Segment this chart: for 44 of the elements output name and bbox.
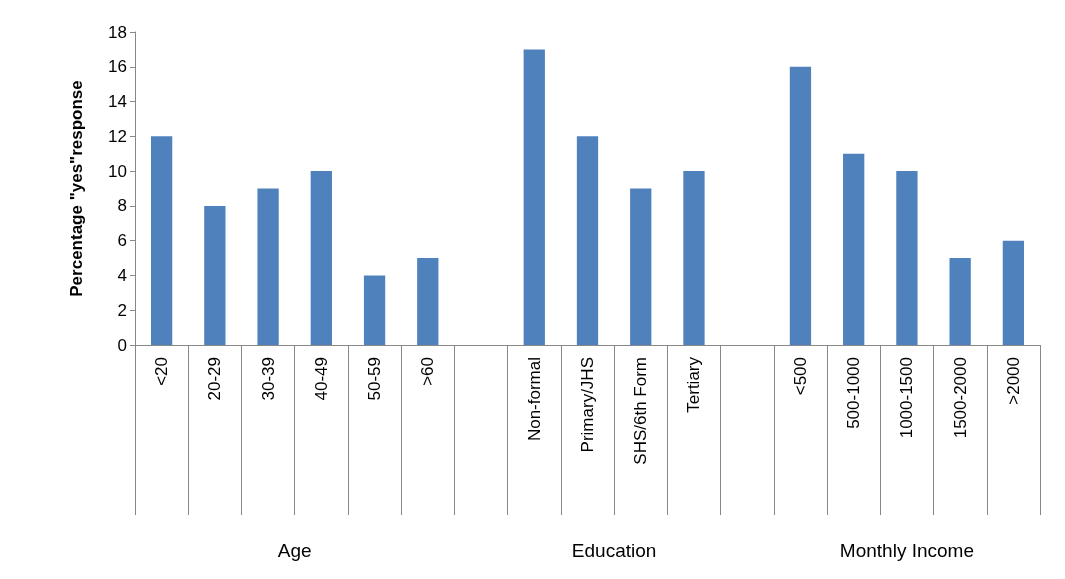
- bar: [417, 258, 439, 345]
- x-tick-label: <500: [790, 357, 810, 396]
- text: Age: [277, 539, 312, 561]
- x-tick-label: Primary/JHS: [578, 357, 597, 453]
- y-axis-title: Percentage "yes"response: [67, 80, 86, 297]
- x-tick-label: 1500-2000: [950, 357, 970, 439]
- bar: [310, 171, 332, 345]
- text: Education: [571, 539, 657, 561]
- x-tick-label: 20-29: [205, 357, 225, 401]
- bar: [363, 275, 386, 345]
- bar: [896, 171, 918, 345]
- y-tick-label: 2: [117, 300, 127, 320]
- bar: [683, 171, 705, 345]
- x-tick-label: 1000-1500: [897, 357, 917, 439]
- bar: [949, 258, 971, 345]
- y-tick-label: 16: [108, 57, 127, 77]
- y-tick-label: 18: [108, 22, 127, 42]
- y-tick-label: 14: [108, 92, 127, 112]
- x-tick-label: Non-formal: [524, 357, 544, 442]
- x-tick-label: >60: [418, 357, 438, 386]
- y-tick-label: 6: [117, 231, 127, 251]
- bar: [204, 205, 226, 345]
- x-tick-label: 500-1000: [844, 357, 864, 429]
- bar: [789, 66, 812, 345]
- x-tick-label: 40-49: [311, 357, 331, 401]
- x-tick-label: 50-59: [365, 357, 385, 401]
- y-tick-label: 10: [108, 161, 127, 181]
- x-tick-label: <20: [152, 357, 172, 386]
- bar: [630, 188, 652, 345]
- bar: [576, 136, 599, 345]
- y-tick-label: 0: [117, 335, 127, 355]
- y-tick-label: 8: [117, 196, 127, 216]
- x-tick-label: >2000: [1003, 357, 1023, 405]
- y-tick-label: 4: [117, 265, 127, 285]
- x-tick-label: Tertiary: [684, 356, 704, 413]
- bar: [257, 188, 279, 345]
- x-tick-label: 30-39: [258, 357, 278, 401]
- text: Monthly Income: [839, 539, 974, 561]
- bar: [1002, 240, 1025, 345]
- bar: [150, 136, 173, 345]
- bar: [523, 49, 545, 345]
- x-tick-label: SHS/6th Form: [631, 357, 651, 465]
- y-tick-label: 12: [108, 126, 127, 146]
- bar: [843, 153, 865, 345]
